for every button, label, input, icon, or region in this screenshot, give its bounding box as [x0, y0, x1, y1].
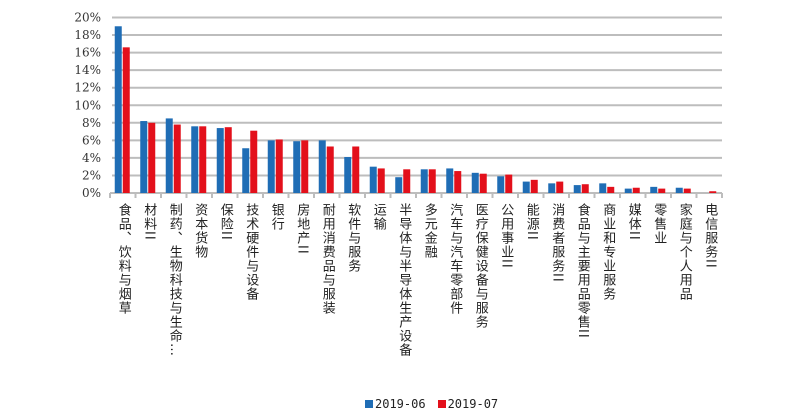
bar-2019-06-8	[318, 140, 326, 193]
bar-2019-07-13	[454, 171, 462, 193]
x-tick-label: 零售业	[651, 203, 667, 245]
x-tick-label: 材料II	[141, 203, 157, 241]
bar-2019-07-2	[173, 124, 181, 193]
bar-2019-07-1	[148, 122, 156, 193]
y-tick-label: 8%	[82, 116, 101, 130]
bar-2019-07-0	[122, 47, 130, 194]
bar-2019-06-16	[522, 181, 530, 193]
bar-2019-07-7	[301, 140, 309, 193]
bar-2019-07-3	[199, 126, 207, 193]
legend: 2019-06 2019-07	[365, 397, 498, 411]
x-tick-label: 汽车与汽车零部件	[447, 203, 463, 315]
bar-2019-07-12	[428, 169, 436, 193]
bar-2019-06-12	[420, 169, 428, 193]
x-tick-label: 食品、饮料与烟草	[115, 203, 131, 315]
x-tick-label: 医疗保健设备与服务	[472, 203, 488, 329]
x-tick-label: 食品与主要用品零售II	[574, 203, 590, 339]
bar-2019-07-6	[275, 139, 283, 193]
x-tick-label: 家庭与个人用品	[676, 203, 692, 301]
bar-2019-07-22	[683, 188, 691, 193]
bar-2019-06-4	[216, 128, 224, 193]
bar-2019-07-4	[224, 127, 232, 193]
y-tick-label: 4%	[82, 151, 101, 165]
bar-2019-07-15	[505, 174, 513, 193]
bar-2019-06-17	[548, 183, 556, 193]
x-tick-label: 能源II	[523, 203, 539, 241]
y-tick-label: 18%	[74, 28, 101, 42]
y-tick-label: 2%	[82, 168, 101, 182]
bar-2019-06-1	[140, 121, 148, 193]
legend-item-2019-07: 2019-07	[437, 397, 499, 411]
legend-label: 2019-06	[375, 397, 426, 411]
bar-2019-07-11	[403, 169, 411, 193]
bar-2019-06-0	[114, 26, 122, 194]
x-tick-label: 消费者服务II	[549, 203, 565, 283]
y-tick-label: 20%	[74, 11, 101, 25]
x-tick-label: 媒体II	[625, 203, 641, 241]
bar-2019-07-9	[352, 146, 360, 193]
x-tick-label: 电信服务II	[702, 203, 718, 269]
bar-2019-07-18	[581, 184, 589, 193]
x-tick-label: 资本货物	[192, 203, 208, 259]
bar-2019-06-2	[165, 118, 173, 193]
x-tick-label: 商业和专业服务	[600, 203, 616, 301]
bar-2019-06-13	[446, 168, 454, 193]
bar-2019-06-7	[293, 141, 301, 193]
bar-2019-06-22	[675, 187, 683, 193]
bar-2019-07-8	[326, 146, 334, 193]
bar-2019-06-19	[599, 183, 607, 193]
x-tick-label: 技术硬件与设备	[243, 203, 259, 301]
x-tick-label: 银行	[268, 203, 284, 231]
legend-item-2019-06: 2019-06	[365, 397, 426, 411]
y-tick-label: 14%	[74, 63, 101, 77]
x-tick-label: 运输	[370, 203, 386, 231]
x-tick-label: 制药、生物科技与生命…	[166, 203, 182, 357]
y-tick-label: 16%	[74, 46, 101, 60]
bar-2019-07-17	[556, 181, 564, 193]
bar-2019-06-6	[267, 140, 275, 193]
x-tick-label: 半导体与半导体生产设备	[396, 203, 412, 357]
bar-2019-06-3	[191, 126, 199, 193]
bar-2019-06-11	[395, 177, 403, 193]
bar-2019-07-10	[377, 168, 385, 193]
bar-2019-06-21	[650, 186, 658, 193]
bar-2019-07-23	[709, 191, 717, 193]
bar-2019-06-9	[344, 157, 352, 193]
x-tick-label: 保险II	[217, 203, 233, 241]
bar-2019-06-14	[471, 172, 479, 193]
y-tick-label: 10%	[74, 98, 101, 112]
legend-swatch	[437, 400, 446, 408]
bar-2019-07-14	[479, 173, 487, 193]
x-tick-label: 多元金融	[421, 203, 437, 259]
y-tick-label: 0%	[82, 186, 101, 200]
x-tick-label: 公用事业II	[498, 203, 514, 269]
y-tick-label: 6%	[82, 133, 101, 147]
x-tick-label: 耐用消费品与服装	[319, 203, 335, 315]
bar-2019-07-16	[530, 179, 538, 193]
bar-2019-07-20	[632, 187, 640, 193]
bar-2019-07-5	[250, 130, 258, 193]
x-tick-label: 房地产II	[294, 203, 310, 255]
bar-2019-06-15	[497, 176, 505, 193]
bar-2019-06-5	[242, 148, 250, 193]
bar-2019-06-10	[369, 166, 377, 193]
bar-2019-07-21	[658, 188, 666, 193]
bar-2019-06-20	[624, 188, 632, 193]
legend-swatch	[365, 400, 373, 408]
bar-2019-06-18	[573, 185, 581, 193]
legend-label: 2019-07	[447, 397, 499, 411]
y-tick-label: 12%	[74, 81, 101, 95]
x-tick-label: 软件与服务	[345, 203, 361, 273]
bar-2019-07-19	[607, 186, 615, 193]
